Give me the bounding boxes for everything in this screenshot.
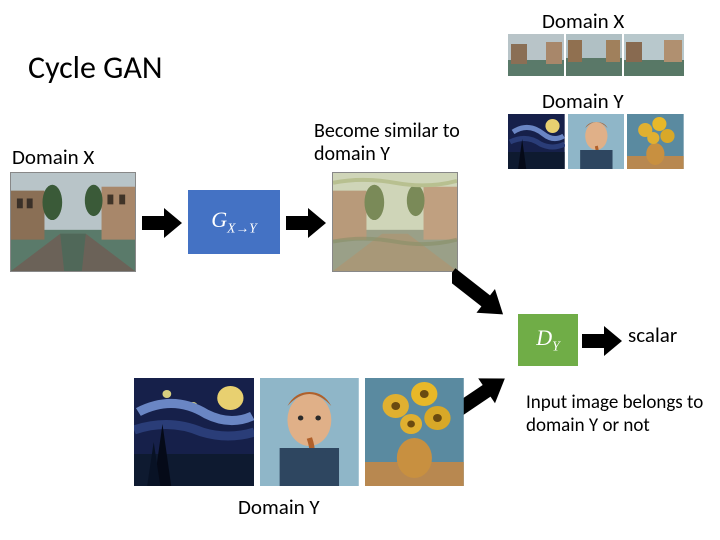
strip-domain-y — [508, 114, 684, 169]
generator-box: GX→Y — [188, 190, 280, 254]
vg-sunflowers — [365, 378, 464, 486]
discriminator-box: DY — [518, 314, 578, 366]
thumb-sunflowers — [627, 114, 684, 169]
vg-row — [134, 378, 464, 486]
label-domain-y-top: Domain Y — [542, 88, 624, 114]
arrow-icon — [286, 208, 326, 243]
thumb-starry — [508, 114, 565, 169]
strip-domain-x — [508, 34, 684, 76]
vg-starry — [134, 378, 254, 486]
generated-image — [332, 172, 458, 272]
vg-portrait — [260, 378, 359, 486]
arrow-icon — [452, 266, 524, 331]
label-become-similar: Become similar to domain Y — [314, 120, 474, 166]
label-scalar: scalar — [628, 322, 677, 348]
arrow-icon — [582, 326, 622, 361]
page-title: Cycle GAN — [28, 48, 163, 87]
label-domain-y-bottom: Domain Y — [238, 494, 320, 520]
input-image — [10, 172, 136, 272]
painting-icon — [333, 173, 457, 271]
thumb-portrait — [568, 114, 625, 169]
generator-label: GX→Y — [211, 207, 256, 236]
discriminator-label: DY — [536, 325, 559, 354]
arrow-icon — [142, 208, 182, 243]
label-domain-x-left: Domain X — [12, 144, 94, 170]
photo-strip-icon — [508, 34, 684, 76]
label-belongs: Input image belongs to domain Y or not — [526, 392, 706, 438]
photo-icon — [11, 173, 135, 271]
label-domain-x-top: Domain X — [542, 8, 624, 34]
